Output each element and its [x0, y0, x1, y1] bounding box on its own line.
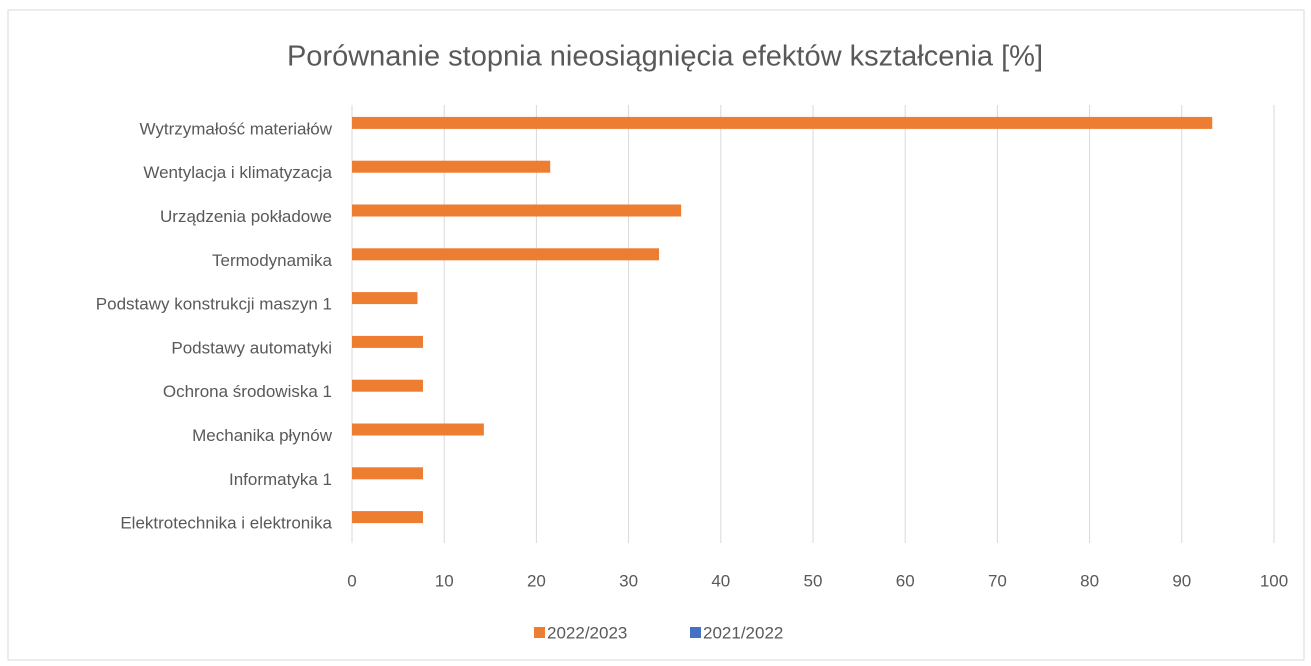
y-tick-label: Ochrona środowiska 1: [163, 382, 332, 401]
bar: [352, 160, 551, 173]
x-tick-label: 60: [896, 571, 915, 590]
y-tick-label: Wytrzymałość materiałów: [139, 119, 332, 138]
x-tick-label: 50: [804, 571, 823, 590]
y-tick-label: Elektrotechnika i elektronika: [120, 514, 332, 533]
bar: [352, 511, 423, 524]
y-tick-label: Podstawy konstrukcji maszyn 1: [96, 295, 332, 314]
y-tick-label: Wentylacja i klimatyzacja: [143, 163, 332, 182]
x-tick-label: 20: [527, 571, 546, 590]
x-tick-label: 40: [711, 571, 730, 590]
x-tick-label: 10: [435, 571, 454, 590]
bar: [352, 423, 484, 436]
legend-label: 2022/2023: [547, 623, 627, 642]
x-tick-label: 80: [1080, 571, 1099, 590]
bar: [352, 292, 418, 305]
y-tick-label: Informatyka 1: [229, 470, 332, 489]
bar: [352, 116, 1213, 129]
y-tick-label: Mechanika płynów: [192, 426, 333, 445]
bar: [352, 467, 423, 480]
legend-swatch: [690, 627, 701, 638]
x-tick-label: 0: [347, 571, 356, 590]
bar: [352, 335, 423, 348]
x-tick-label: 70: [988, 571, 1007, 590]
chart-border: [7, 9, 1305, 661]
x-tick-label: 100: [1260, 571, 1288, 590]
y-tick-label: Podstawy automatyki: [171, 338, 332, 357]
legend-swatch: [534, 627, 545, 638]
legend-label: 2021/2022: [703, 623, 783, 642]
x-tick-label: 90: [1172, 571, 1191, 590]
y-tick-label: Termodynamika: [212, 251, 333, 270]
chart-title: Porównanie stopnia nieosiągnięcia efektó…: [287, 41, 1043, 73]
bar: [352, 248, 660, 261]
bar: [352, 379, 423, 392]
x-tick-label: 30: [619, 571, 638, 590]
bar: [352, 204, 682, 217]
y-tick-label: Urządzenia pokładowe: [160, 207, 332, 226]
